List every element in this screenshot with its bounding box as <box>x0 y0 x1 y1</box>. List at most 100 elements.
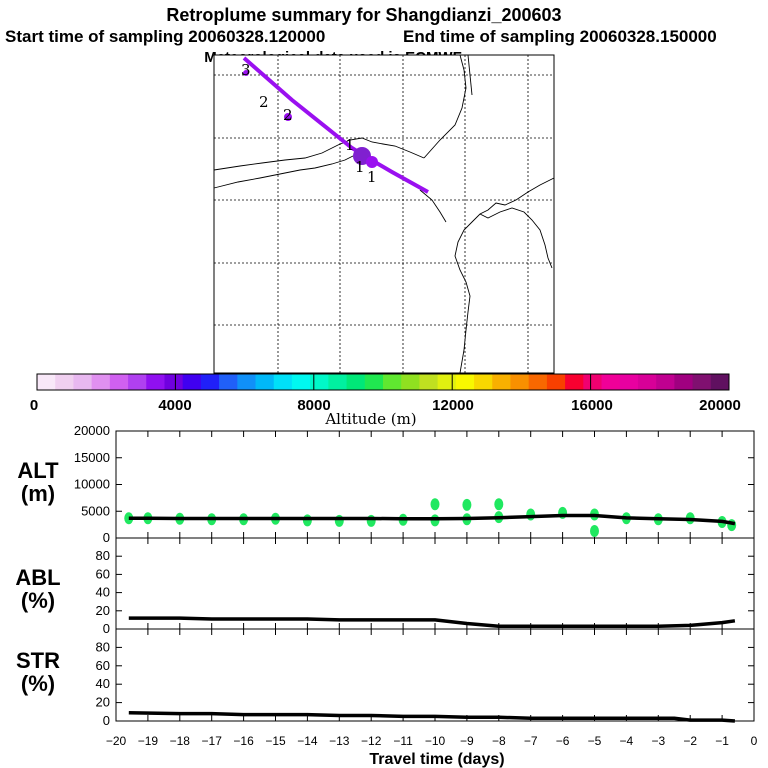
colorbar-swatch <box>528 374 548 390</box>
colorbar-swatch <box>492 374 511 390</box>
colorbar-swatch <box>364 374 384 390</box>
x-tick-label: −2 <box>683 734 697 748</box>
x-tick-label: −4 <box>620 734 634 748</box>
x-tick-label: −6 <box>556 734 570 748</box>
colorbar-swatch <box>219 374 238 390</box>
colorbar-swatch <box>55 374 74 390</box>
altitude-point <box>494 498 504 511</box>
end-time: End time of sampling 20060328.150000 <box>403 27 717 46</box>
day-marker-label: 2 <box>283 106 293 124</box>
colorbar-swatch <box>692 374 712 390</box>
x-tick-label: −16 <box>233 734 254 748</box>
altitude-colorbar <box>36 373 730 391</box>
x-tick-label: −17 <box>202 734 223 748</box>
x-tick-label: 0 <box>751 734 758 748</box>
day-marker-label: 1 <box>367 168 377 186</box>
colorbar-swatch <box>164 374 184 390</box>
y-tick-label: 20 <box>96 695 110 710</box>
y-tick-label: 20 <box>96 603 110 618</box>
colorbar-swatch <box>291 374 311 390</box>
colorbar-swatch <box>455 374 475 390</box>
colorbar-tick: 8000 <box>297 397 330 414</box>
x-axis-label: Travel time (days) <box>369 751 504 768</box>
x-tick-label: −15 <box>265 734 286 748</box>
colorbar-swatch <box>346 374 366 390</box>
y-tick-label: 80 <box>96 548 110 563</box>
series-line-alt <box>128 513 736 526</box>
series-line-abl <box>128 616 736 629</box>
colorbar-swatch <box>255 374 275 390</box>
colorbar-swatch <box>383 374 402 390</box>
colorbar-swatch <box>437 374 457 390</box>
altitude-point <box>590 525 599 538</box>
colorbar-swatch <box>710 374 730 390</box>
str-panel-label: STR <box>16 648 60 673</box>
alt-panel-label: ALT <box>17 458 59 483</box>
x-tick-label: −7 <box>524 734 538 748</box>
colorbar-swatch <box>182 374 202 390</box>
x-tick-label: −9 <box>460 734 474 748</box>
x-tick-label: −1 <box>715 734 729 748</box>
abl-panel-unit: (%) <box>21 588 55 613</box>
x-tick-label: −12 <box>361 734 382 748</box>
colorbar-swatch <box>128 374 147 390</box>
y-tick-label: 60 <box>96 658 110 673</box>
y-tick-label: 60 <box>96 566 110 581</box>
x-tick-label: −18 <box>170 734 191 748</box>
altitude-point <box>366 514 376 527</box>
colorbar-swatch <box>73 374 93 390</box>
colorbar-swatch <box>510 374 530 390</box>
y-tick-label: 15000 <box>74 450 110 465</box>
track-point <box>243 70 249 76</box>
panel-frame <box>115 628 755 722</box>
day-marker-label: 3 <box>241 61 251 79</box>
colorbar-swatch <box>419 374 439 390</box>
x-tick-label: −10 <box>425 734 446 748</box>
colorbar-swatch <box>273 374 293 390</box>
y-tick-label: 0 <box>103 621 110 636</box>
colorbar-tick: 4000 <box>158 397 191 414</box>
x-tick-label: −13 <box>329 734 350 748</box>
figure-title: Retroplume summary for Shangdianzi_20060… <box>166 5 561 25</box>
y-tick-label: 5000 <box>81 503 110 518</box>
x-tick-label: −19 <box>138 734 159 748</box>
colorbar-swatch <box>656 374 675 390</box>
altitude-point <box>462 498 472 511</box>
trajectory-track <box>242 56 429 194</box>
colorbar-swatch <box>401 374 420 390</box>
day-marker-label: 2 <box>259 93 269 111</box>
y-tick-label: 0 <box>103 530 110 545</box>
time-series-panels: 0 5000 10000 15000 20000 0 20 40 60 80 0 20 40 60 80 −2… <box>74 423 758 748</box>
y-tick-label: 40 <box>96 585 110 600</box>
colorbar-swatch <box>546 374 566 390</box>
altitude-point <box>430 498 440 511</box>
colorbar-ticks: 0 4000 8000 12000 16000 20000 <box>30 397 741 414</box>
colorbar-swatch <box>109 374 129 390</box>
colorbar-swatch <box>328 374 348 390</box>
map-frame <box>213 54 555 374</box>
alt-panel-unit: (m) <box>21 481 55 506</box>
colorbar-swatch <box>146 374 165 390</box>
colorbar-swatch <box>37 374 56 390</box>
day-marker-label: 1 <box>345 136 355 154</box>
colorbar-swatch <box>619 374 639 390</box>
y-tick-label: 20000 <box>74 423 110 438</box>
y-tick-label: 80 <box>96 639 110 654</box>
colorbar-label: Altitude (m) <box>324 410 416 428</box>
colorbar-swatch <box>474 374 493 390</box>
y-tick-label: 40 <box>96 676 110 691</box>
x-tick-label: −5 <box>588 734 602 748</box>
trajectory-line <box>242 56 429 194</box>
start-time: Start time of sampling 20060328.120000 <box>5 27 325 46</box>
map-gridlines <box>214 55 554 373</box>
day-marker-label: 1 <box>355 158 365 176</box>
series-line-str <box>128 710 736 723</box>
altitude-point <box>302 514 312 527</box>
colorbar-swatch <box>583 374 603 390</box>
altitude-point <box>124 512 134 525</box>
colorbar-swatch <box>565 374 584 390</box>
colorbar-swatch <box>200 374 220 390</box>
x-tick-label: −20 <box>106 734 127 748</box>
str-panel-unit: (%) <box>21 671 55 696</box>
